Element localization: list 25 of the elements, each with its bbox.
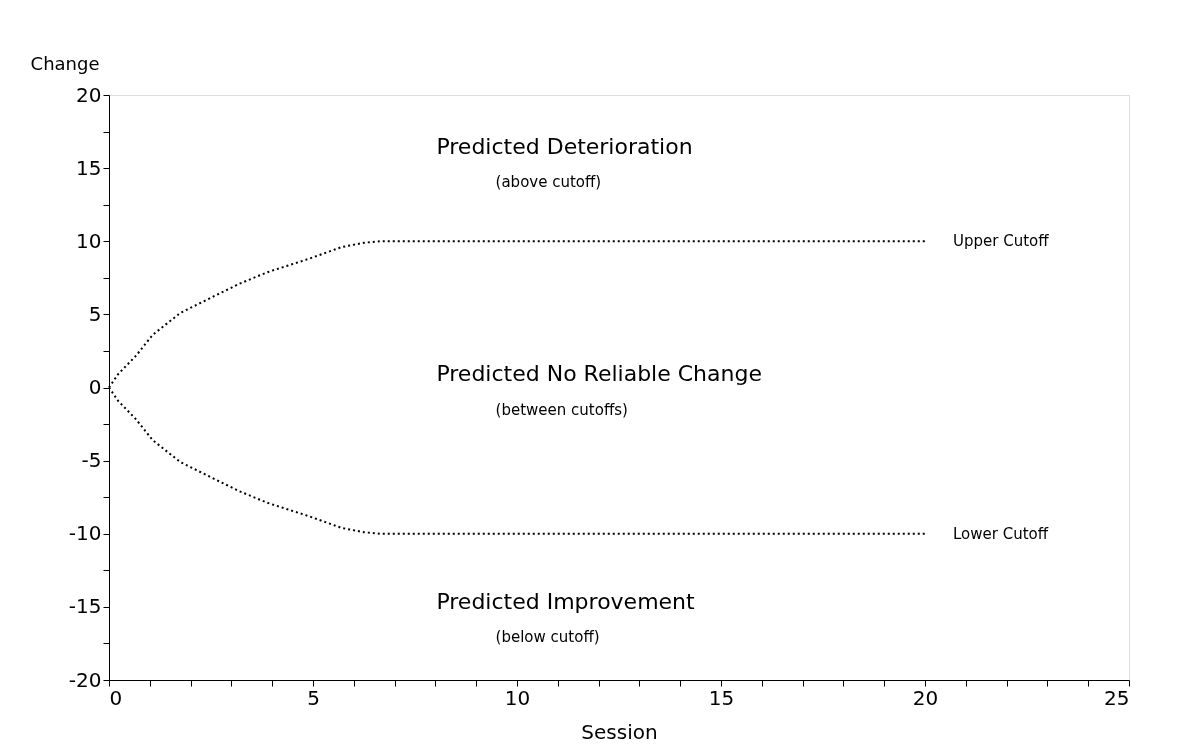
annotation: (between cutoffs) [495, 400, 628, 419]
x-tick-label: 10 [504, 685, 531, 710]
series-label: Upper Cutoff [953, 232, 1050, 251]
y-tick-label: 10 [76, 228, 102, 253]
series-label: Lower Cutoff [953, 524, 1049, 543]
y-tick-label: 5 [88, 301, 102, 326]
x-axis-title: Session [581, 719, 658, 744]
y-tick-label: -10 [68, 521, 102, 546]
y-tick-label: 15 [76, 155, 102, 180]
x-tick-label: 5 [307, 685, 320, 710]
annotation: (above cutoff) [495, 173, 602, 192]
x-tick-label: 15 [708, 685, 735, 710]
y-tick-label: -15 [68, 594, 102, 619]
y-axis-title: Change [30, 52, 100, 74]
x-tick-label: 0 [109, 685, 123, 710]
x-tick-label: 20 [912, 685, 939, 710]
y-tick-label: 20 [76, 82, 102, 107]
y-tick-label: -5 [81, 448, 102, 473]
x-tick-label: 25 [1104, 685, 1130, 710]
y-tick-label: -20 [68, 667, 102, 692]
annotation: Predicted Deterioration [436, 134, 693, 160]
y-tick-label: 0 [88, 375, 102, 399]
annotation: Predicted Improvement [436, 589, 696, 615]
annotation: Predicted No Reliable Change [436, 361, 762, 387]
annotation: (below cutoff) [495, 627, 600, 646]
